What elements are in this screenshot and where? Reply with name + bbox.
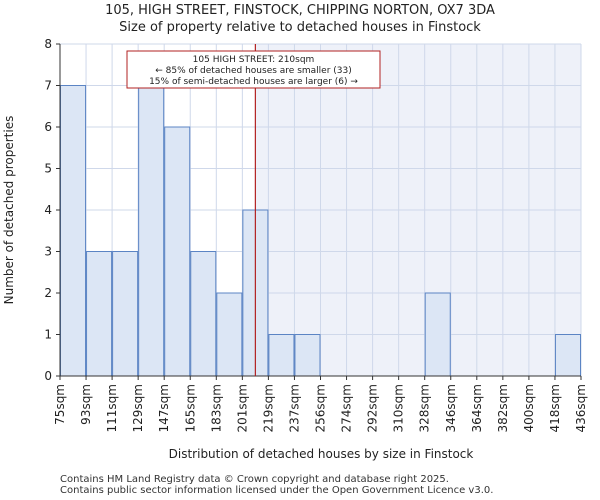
x-tick-label-1: 93sqm — [79, 384, 93, 425]
x-tick-label-9: 237sqm — [287, 384, 301, 432]
x-tick-label-15: 346sqm — [444, 384, 458, 432]
y-axis-label: Number of detached properties — [2, 116, 16, 305]
footer-licence-line: Contains public sector information licen… — [60, 485, 494, 496]
x-tick-label-17: 382sqm — [496, 384, 510, 432]
histogram-bar-3 — [138, 85, 165, 377]
footer-copyright-line: Contains HM Land Registry data © Crown c… — [60, 474, 449, 485]
histogram-bar-8 — [268, 334, 295, 377]
x-tick-label-0: 75sqm — [53, 384, 67, 425]
histogram-bar-14 — [424, 292, 451, 377]
histogram-bar-2 — [112, 251, 139, 377]
y-tick-label-6: 6 — [44, 120, 52, 134]
x-tick-label-10: 256sqm — [314, 384, 328, 432]
y-tick-label-8: 8 — [44, 37, 52, 51]
x-tick-label-3: 129sqm — [131, 384, 145, 432]
y-tick-label-3: 3 — [44, 245, 52, 259]
y-tick-label-0: 0 — [44, 369, 52, 383]
x-tick-label-19: 418sqm — [548, 384, 562, 432]
annotation-line-2: 15% of semi-detached houses are larger (… — [149, 77, 358, 87]
annotation-box — [126, 50, 381, 89]
x-tick-label-4: 147sqm — [157, 384, 171, 432]
x-tick-label-14: 328sqm — [418, 384, 432, 432]
x-axis-label: Distribution of detached houses by size … — [169, 447, 474, 461]
x-tick-label-6: 183sqm — [209, 384, 223, 432]
x-tick-label-7: 201sqm — [235, 384, 249, 432]
y-tick-label-5: 5 — [44, 162, 52, 176]
x-tick-label-18: 400sqm — [522, 384, 536, 432]
x-tick-label-16: 364sqm — [470, 384, 484, 432]
annotation-line-0: 105 HIGH STREET: 210sqm — [193, 55, 315, 65]
x-tick-label-12: 292sqm — [366, 384, 380, 432]
ticks-layer: 0 1 2 3 4 5 6 7 8 75sqm 93sqm 111sqm 129sqm 147sqm 165… — [44, 37, 588, 432]
histogram-bar-19 — [554, 334, 582, 377]
histogram-bar-9 — [294, 334, 321, 377]
histogram-bar-6 — [216, 292, 243, 377]
y-tick-label-2: 2 — [44, 286, 52, 300]
y-tick-label-1: 1 — [44, 328, 52, 342]
x-tick-label-2: 111sqm — [105, 384, 119, 432]
annotation-layer: 105 HIGH STREET: 210sqm← 85% of detached… — [126, 50, 381, 89]
x-tick-label-13: 310sqm — [392, 384, 406, 432]
histogram-bar-5 — [190, 251, 217, 377]
x-tick-label-20: 436sqm — [574, 384, 588, 432]
y-tick-label-4: 4 — [44, 203, 52, 217]
y-tick-label-7: 7 — [44, 79, 52, 93]
x-tick-label-11: 274sqm — [340, 384, 354, 432]
chart-subtitle: Size of property relative to detached ho… — [119, 20, 481, 35]
histogram-bar-1 — [86, 251, 113, 377]
histogram-bar-0 — [60, 85, 87, 377]
x-tick-label-5: 165sqm — [183, 384, 197, 432]
x-tick-label-8: 219sqm — [261, 384, 275, 432]
chart-title: 105, HIGH STREET, FINSTOCK, CHIPPING NOR… — [105, 3, 495, 18]
annotation-line-1: ← 85% of detached houses are smaller (33… — [155, 66, 352, 76]
histogram-bar-4 — [164, 126, 191, 377]
